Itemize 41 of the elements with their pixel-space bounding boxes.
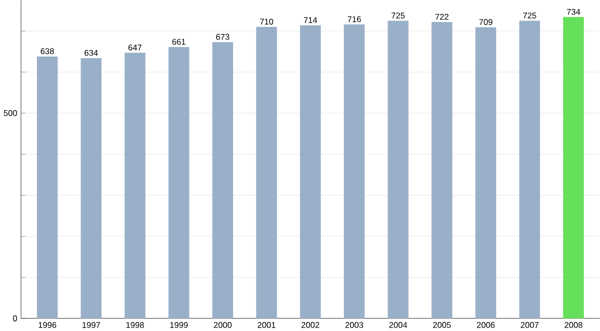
data-label: 725 [523,12,536,18]
data-label: 710 [260,18,274,24]
data-label: 647 [128,44,142,50]
bar [344,24,365,318]
data-label: 722 [435,14,448,20]
bar [124,52,146,318]
x-tick-label: 2008 [564,322,582,328]
bar [212,42,234,318]
y-tick-label: 0 [13,315,18,322]
bar [256,26,277,318]
bar [563,16,584,318]
data-label: 661 [172,38,186,45]
x-tick-label: 2004 [389,322,408,328]
x-tick-label: 1998 [126,322,144,328]
bar [475,27,496,318]
y-tick-label: 500 [4,110,18,116]
x-tick-label: 2001 [258,322,276,328]
x-tick-label: 2000 [214,322,232,328]
x-tick-label: 2003 [345,322,364,328]
x-tick-label: 1996 [38,322,56,328]
x-tick-label: 2006 [476,322,495,328]
data-label: 734 [566,8,580,15]
data-label: 638 [40,48,54,54]
data-label: 725 [392,12,405,18]
x-tick-label: 2002 [302,322,320,328]
x-tick-label: 1999 [170,322,188,328]
data-label: 673 [216,34,230,40]
x-tick-label: 2005 [433,322,451,328]
x-tick-label: 1997 [82,322,100,328]
data-label: 634 [84,50,98,56]
bar [80,58,102,318]
bar [300,25,321,318]
x-tick-label: 2007 [520,322,538,328]
bar [432,22,452,318]
bar [36,56,58,318]
bar [388,20,408,318]
data-label: 709 [479,18,492,25]
data-label: 714 [304,17,318,23]
bar [519,20,540,318]
bar [168,46,190,318]
data-label: 716 [348,16,361,22]
